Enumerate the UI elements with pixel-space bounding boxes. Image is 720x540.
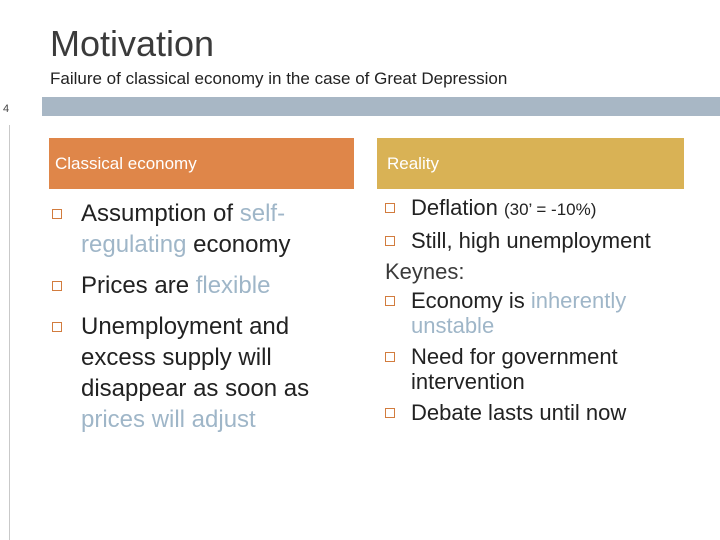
header-rule-bar: [42, 97, 720, 116]
list-item: Deflation (30’ = -10%): [385, 195, 685, 222]
classical-economy-list: Assumption of self-regulating economy Pr…: [52, 198, 352, 445]
item-text: Unemployment and excess supply will disa…: [81, 313, 310, 402]
item-text: Deflation: [411, 195, 504, 220]
hollow-square-bullet-icon: [52, 209, 62, 219]
item-text: economy: [186, 231, 291, 258]
highlight-text: inherently unstable: [411, 288, 627, 338]
item-text: Assumption of: [81, 200, 240, 227]
reality-header: Reality: [377, 138, 684, 189]
hollow-square-bullet-icon: [385, 296, 395, 306]
keynes-label: Keynes:: [385, 259, 465, 284]
highlight-text: self-regulating: [81, 200, 286, 258]
highlight-text: flexible: [195, 272, 271, 299]
hollow-square-bullet-icon: [385, 236, 395, 246]
page-number-badge: [0, 97, 42, 125]
left-margin-line: [9, 125, 10, 540]
item-text: Prices are: [81, 272, 196, 299]
list-item: Debate lasts until now: [385, 400, 685, 425]
list-item: Still, high unemployment: [385, 228, 685, 253]
hollow-square-bullet-icon: [385, 352, 395, 362]
hollow-square-bullet-icon: [385, 408, 395, 418]
hollow-square-bullet-icon: [52, 322, 62, 332]
classical-economy-header: Classical economy: [49, 138, 354, 189]
list-item: Need for government intervention: [385, 344, 685, 394]
slide-subtitle: Failure of classical economy in the case…: [50, 69, 508, 88]
slide-title: Motivation: [50, 23, 215, 64]
list-item: Prices are flexible: [52, 270, 352, 301]
list-item: Unemployment and excess supply will disa…: [52, 311, 352, 435]
list-item: Economy is inherently unstable: [385, 288, 685, 338]
item-text: Need for government intervention: [411, 344, 618, 394]
item-note: (30’ = -10%): [503, 200, 597, 219]
page-number: 4: [3, 103, 10, 115]
item-text: Economy is: [411, 288, 531, 313]
item-text: Still, high unemployment: [411, 228, 651, 253]
highlight-text: prices will adjust: [81, 406, 256, 433]
hollow-square-bullet-icon: [52, 281, 62, 291]
list-item: Assumption of self-regulating economy: [52, 198, 352, 260]
item-text: Debate lasts until now: [411, 400, 627, 425]
reality-list: Deflation (30’ = -10%) Still, high unemp…: [385, 195, 685, 431]
hollow-square-bullet-icon: [385, 203, 395, 213]
